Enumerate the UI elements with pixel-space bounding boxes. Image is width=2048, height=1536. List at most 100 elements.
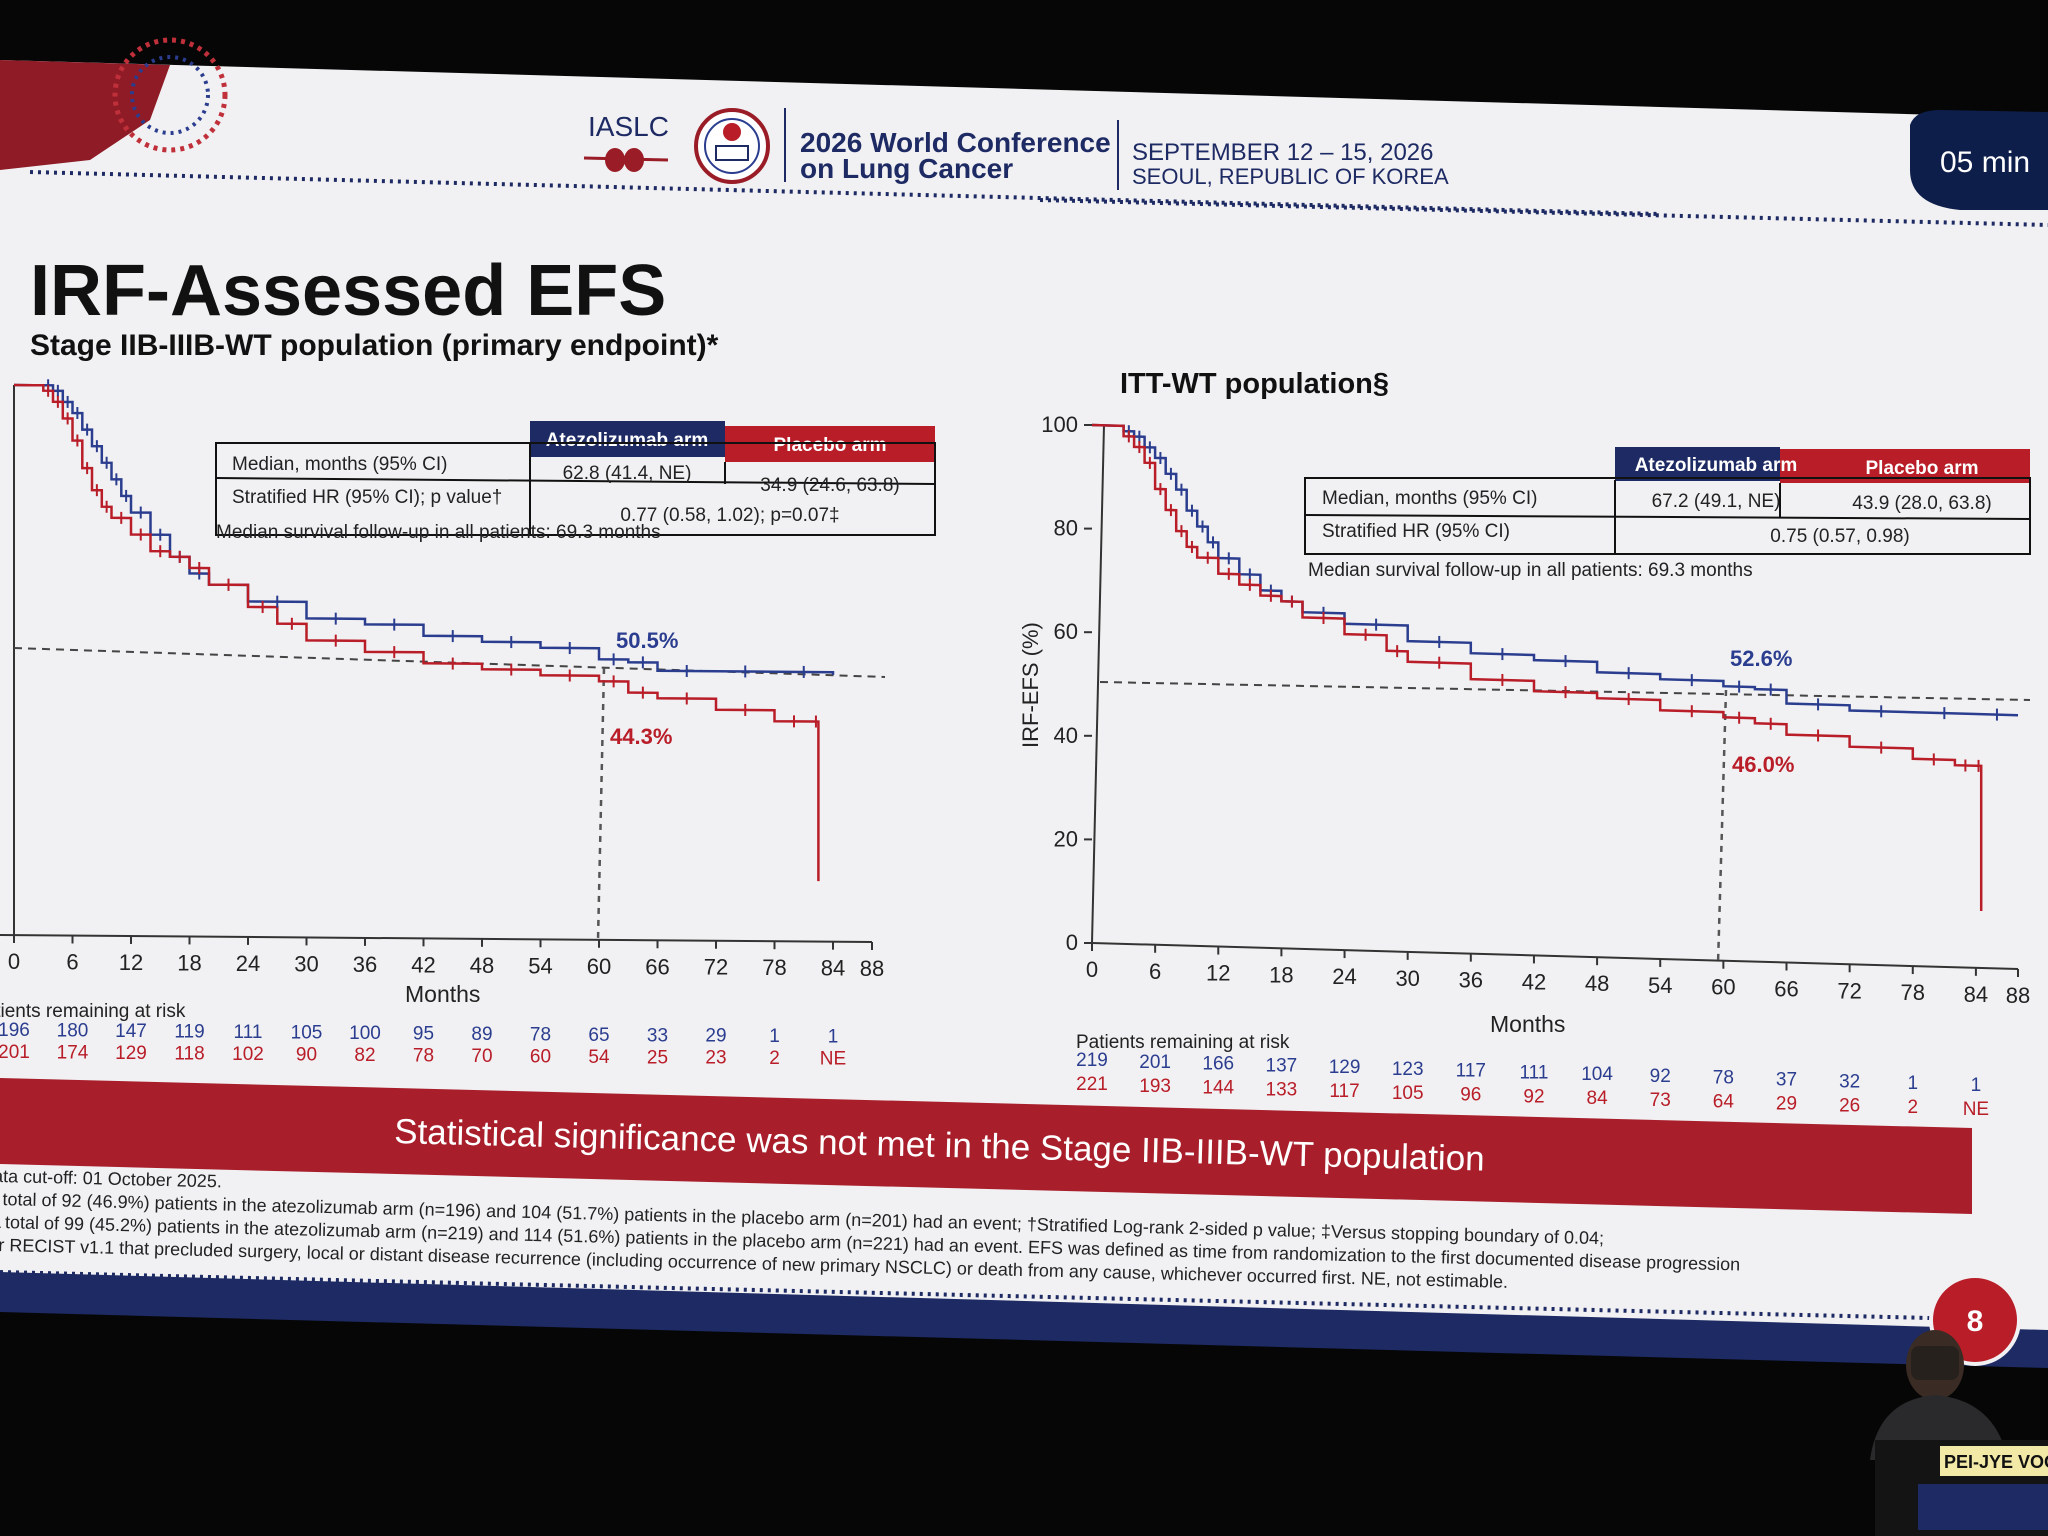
left-summary-table: Atezolizumab arm Placebo arm Median, mon…: [215, 421, 936, 536]
left-x-tick-label: 88: [860, 956, 884, 981]
left-risk-placebo-value: 82: [354, 1045, 375, 1066]
conference-name-line1: 2026 World Conference: [800, 127, 1111, 158]
right-x-tick-label: 12: [1206, 961, 1230, 986]
right-risk-placebo-value: 117: [1329, 1081, 1359, 1102]
page-number: 8: [1967, 1305, 1984, 1338]
left-risk-placebo-value: 118: [174, 1043, 204, 1064]
left-risk-placebo-value: 60: [530, 1046, 551, 1067]
right-x-tick-label: 18: [1269, 962, 1293, 987]
right-risk-atezo-value: 32: [1839, 1071, 1860, 1092]
right-risk-atezo-value: 117: [1456, 1061, 1486, 1082]
left-risk-atezo-value: 95: [413, 1023, 434, 1044]
header-dotted-line-2: [1039, 198, 2048, 227]
left-x-tick-label: 48: [470, 953, 494, 978]
right-risk-atezo-value: 1: [1907, 1073, 1918, 1094]
right-y-tick-label: 100: [1041, 412, 1078, 437]
left-x-axis-label: Months: [405, 981, 480, 1007]
speaker-nameplate: PEI-JYE VOON: [1944, 1452, 2048, 1472]
right-x-tick-label: 54: [1648, 973, 1672, 998]
right-summary-table: Atezolizumab arm Placebo arm Median, mon…: [1304, 447, 2031, 555]
left-x-tick-label: 0: [8, 949, 20, 974]
iaslc-lung-icon: [583, 148, 669, 172]
left-placebo-landmark-label: 44.3%: [610, 724, 672, 749]
right-risk-placebo-value: 144: [1202, 1078, 1234, 1099]
left-risk-atezo-value: 119: [174, 1021, 204, 1042]
right-x-tick-label: 0: [1086, 957, 1098, 982]
right-x-tick-label: 24: [1332, 964, 1356, 989]
right-risk-atezo-value: 1: [1971, 1075, 1982, 1096]
right-placebo-curve: [1091, 423, 1983, 911]
iaslc-logo-text: IASLC: [588, 111, 669, 142]
right-risk-placebo-value: NE: [1963, 1099, 1989, 1120]
left-placebo-curve: [13, 383, 820, 882]
right-subtitle: ITT-WT population§: [1120, 368, 1389, 400]
conference-name-line2: on Lung Cancer: [800, 153, 1013, 184]
right-table-row2-value: 0.75 (0.57, 0.98): [1770, 526, 1909, 547]
right-y-axis: [1091, 424, 1105, 944]
left-risk-atezo-value: 196: [0, 1020, 30, 1041]
left-table-row1-placebo: 34.9 (24.6, 63.8): [760, 475, 899, 496]
right-y-ticks: 0 20 40 60 80 100: [1041, 412, 1092, 955]
right-risk-title: Patients remaining at risk: [1076, 1032, 1290, 1053]
right-risk-placebo-value: 2: [1907, 1097, 1918, 1118]
left-risk-placebo-value: 201: [0, 1042, 30, 1063]
right-atezo-curve: [1091, 423, 2019, 717]
left-risk-atezo-value: 105: [291, 1022, 323, 1043]
footer-dotted-line: [0, 1270, 1931, 1320]
right-risk-placebo-value: 92: [1523, 1086, 1544, 1107]
left-risk-atezo-value: 78: [530, 1024, 551, 1045]
left-table-row2-label: Stratified HR (95% CI); p value†: [232, 487, 502, 508]
left-risk-placebo-value: 78: [413, 1045, 434, 1066]
left-x-tick-label: 24: [236, 951, 260, 976]
right-risk-placebo-value: 84: [1587, 1088, 1609, 1109]
left-risk-atezo-value: 147: [115, 1021, 147, 1042]
right-table-row1-atezo: 67.2 (49.1, NE): [1652, 491, 1781, 512]
right-x-axis-label: Months: [1490, 1011, 1565, 1037]
right-risk-atezo-value: 111: [1520, 1062, 1549, 1083]
left-table-col-atezo: Atezolizumab arm: [546, 430, 709, 451]
left-x-tick-label: 72: [704, 955, 728, 980]
left-risk-placebo-value: 25: [647, 1047, 668, 1068]
left-table-col-placebo: Placebo arm: [774, 435, 887, 456]
right-landmark-reference-line: [1716, 689, 1728, 965]
right-risk-placebo-value: 64: [1713, 1092, 1735, 1113]
left-risk-atezo-value: 29: [705, 1026, 726, 1047]
right-table-col-atezo: Atezolizumab arm: [1635, 455, 1798, 476]
left-x-tick-label: 42: [411, 952, 435, 977]
right-risk-placebo-value: 73: [1650, 1090, 1671, 1111]
right-risk-atezo-value: 123: [1392, 1059, 1424, 1080]
left-table-row1-label: Median, months (95% CI): [232, 454, 447, 475]
left-km-chart: 0 6 12 18 24 30 36 42 48 54 60 66 72 78 84 88 50.5% 44.…: [0, 383, 886, 1007]
right-x-tick-label: 84: [1964, 982, 1988, 1007]
left-risk-atezo-value: 100: [349, 1023, 381, 1044]
left-subtitle: Stage IIB-IIIB-WT population (primary en…: [30, 329, 719, 362]
right-x-axis: [1091, 942, 2019, 970]
right-y-tick-label: 20: [1054, 826, 1078, 851]
left-risk-atezo-value: 65: [588, 1025, 609, 1046]
left-risk-atezo-value: 89: [471, 1024, 492, 1045]
right-y-tick-label: 60: [1054, 619, 1078, 644]
left-x-tick-label: 78: [762, 955, 786, 980]
left-risk-placebo-value: 70: [471, 1046, 492, 1067]
corner-decoration: [0, 37, 228, 170]
right-table-row2-label: Stratified HR (95% CI): [1322, 521, 1510, 542]
left-x-tick-label: 18: [177, 950, 201, 975]
left-risk-atezo-value: 1: [828, 1027, 839, 1048]
right-risk-placebo-row: 221 193 144 133 117 105 96 92 84 73 64 29 26 2 NE: [1076, 1074, 1989, 1120]
slide-title: IRF-Assessed EFS: [30, 251, 666, 331]
left-risk-placebo-value: 129: [115, 1043, 147, 1064]
left-risk-title: Patients remaining at risk: [0, 1001, 186, 1022]
right-x-tick-label: 78: [1901, 980, 1925, 1005]
slide-surface: [0, 60, 2048, 1340]
right-risk-placebo-value: 193: [1139, 1076, 1171, 1097]
left-risk-atezo-value: 33: [647, 1025, 668, 1046]
left-x-tick-label: 12: [119, 950, 143, 975]
left-risk-placebo-value: 102: [232, 1044, 264, 1065]
left-risk-placebo-value: NE: [820, 1049, 846, 1070]
left-atezo-landmark-label: 50.5%: [616, 628, 678, 653]
left-x-tick-label: 60: [587, 954, 611, 979]
left-risk-placebo-value: 54: [588, 1047, 610, 1068]
left-risk-placebo-row: 201 174 129 118 102 90 82 78 70 60 54 25 23 2 NE: [0, 1042, 846, 1070]
left-risk-placebo-value: 174: [57, 1042, 89, 1063]
